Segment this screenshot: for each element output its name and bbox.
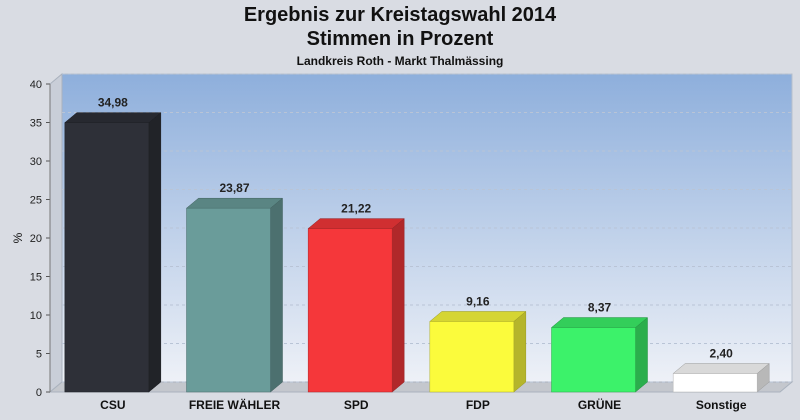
bar-side bbox=[513, 310, 527, 393]
y-tick-label: 35 bbox=[30, 118, 42, 130]
bar-top bbox=[185, 197, 284, 209]
data-label: 34,98 bbox=[98, 96, 128, 110]
bar-front bbox=[64, 122, 150, 393]
bar-top bbox=[64, 112, 162, 123]
bar-side bbox=[270, 197, 283, 393]
x-tick-label: FREIE WÄHLER bbox=[189, 397, 281, 412]
y-tick-label: 40 bbox=[30, 79, 42, 91]
x-tick-label: GRÜNE bbox=[578, 397, 621, 412]
data-label: 2,40 bbox=[709, 347, 733, 361]
y-tick-label: 5 bbox=[36, 349, 42, 361]
bar-side bbox=[148, 112, 162, 393]
bar-spd bbox=[307, 218, 405, 393]
bar-freie-w-hler bbox=[185, 197, 284, 393]
data-label: 8,37 bbox=[588, 301, 612, 315]
data-label: 23,87 bbox=[219, 181, 249, 195]
data-label: 9,16 bbox=[466, 294, 490, 308]
y-tick-label: 15 bbox=[30, 272, 42, 284]
plot-side-wall bbox=[49, 72, 63, 394]
y-tick-label: 0 bbox=[36, 387, 42, 399]
bar-top bbox=[550, 317, 649, 328]
x-tick-label: SPD bbox=[344, 398, 369, 412]
bar-gr-ne bbox=[550, 317, 649, 393]
bar-side bbox=[391, 218, 405, 393]
bar-front bbox=[672, 373, 758, 393]
chart-subtitle: Landkreis Roth - Markt Thalmässing bbox=[296, 54, 504, 68]
y-tick-label: 25 bbox=[30, 195, 42, 207]
bar-sonstige bbox=[672, 362, 770, 393]
bar-front bbox=[307, 228, 393, 393]
bar-front bbox=[551, 327, 636, 393]
bar-csu bbox=[64, 112, 162, 393]
x-tick-label: Sonstige bbox=[696, 398, 747, 412]
bar-top bbox=[307, 218, 405, 229]
x-tick-label: FDP bbox=[466, 398, 490, 412]
y-axis-label: % bbox=[11, 232, 25, 243]
x-tick-label: CSU bbox=[100, 398, 125, 412]
bar-side bbox=[635, 317, 648, 393]
data-label: 21,22 bbox=[341, 202, 371, 216]
y-tick-label: 30 bbox=[30, 156, 42, 168]
y-tick-label: 20 bbox=[30, 233, 42, 245]
y-tick-label: 10 bbox=[30, 310, 42, 322]
bar-front bbox=[429, 321, 515, 393]
chart-title: Ergebnis zur Kreistagswahl 2014 bbox=[243, 4, 557, 26]
chart-title-line2: Stimmen in Prozent bbox=[306, 28, 494, 50]
bar-fdp bbox=[429, 310, 527, 393]
bar-top bbox=[429, 311, 527, 322]
bar-front bbox=[186, 207, 271, 393]
bar-top bbox=[672, 363, 770, 374]
